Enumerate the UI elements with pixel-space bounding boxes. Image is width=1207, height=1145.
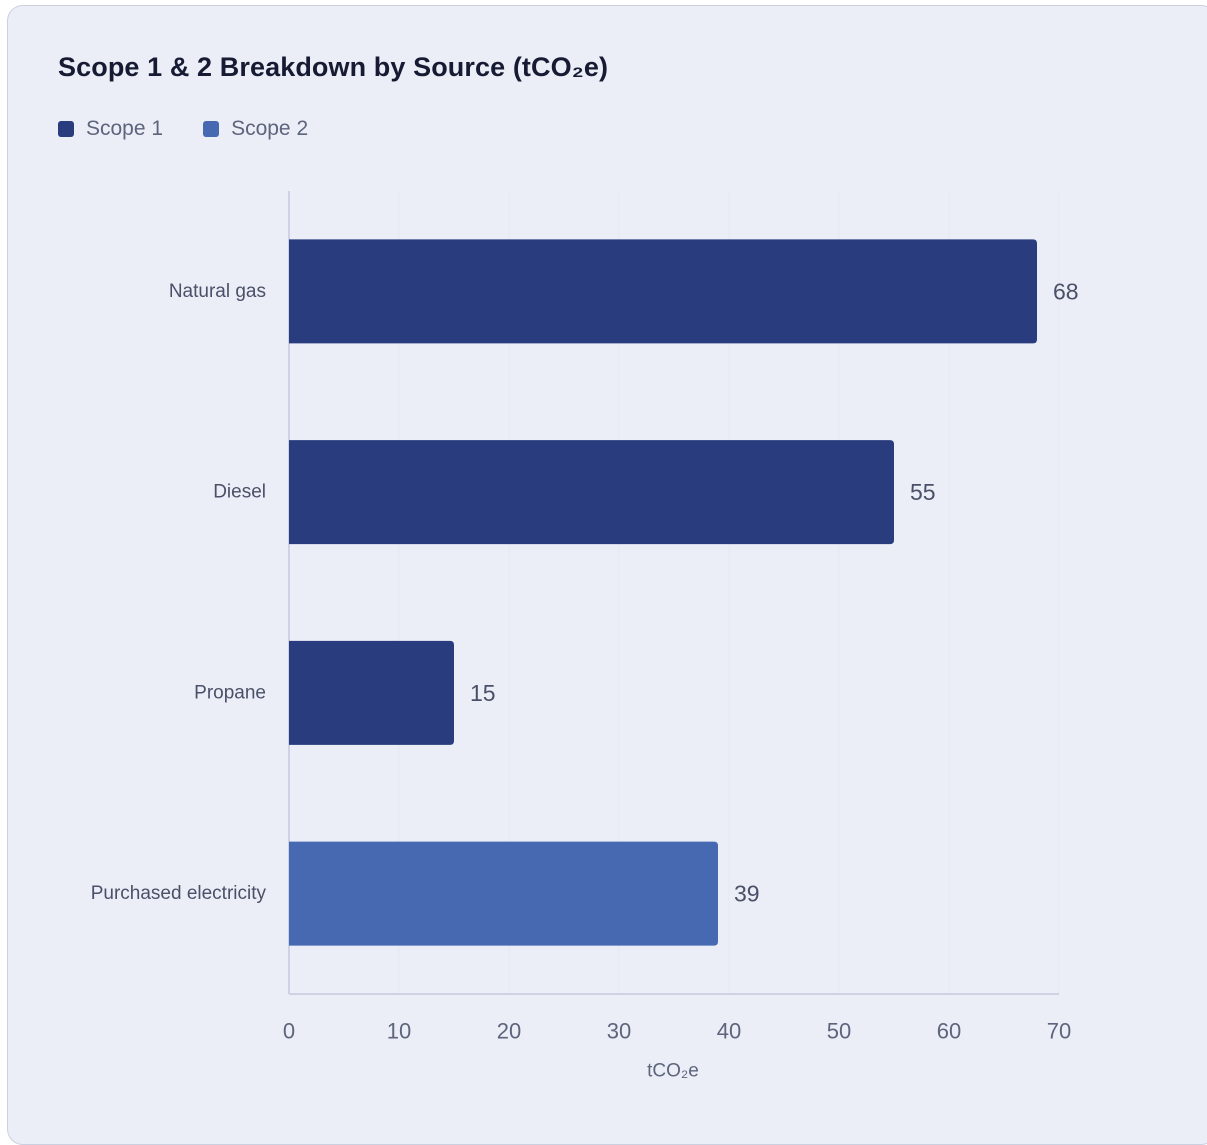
- x-tick-label: 60: [937, 1019, 961, 1044]
- y-tick-label: Diesel: [213, 482, 266, 503]
- y-tick-label: Propane: [194, 682, 266, 703]
- x-tick-label: 20: [497, 1019, 521, 1044]
- legend-label-scope-1: Scope 1: [86, 117, 164, 140]
- legend-swatch-scope-1: [58, 121, 74, 137]
- data-label: 55: [910, 479, 936, 505]
- x-tick-label: 10: [387, 1019, 411, 1044]
- bar: [289, 440, 894, 545]
- x-tick-label: 50: [827, 1019, 851, 1044]
- x-tick-label: 40: [717, 1019, 741, 1044]
- data-label: 68: [1053, 278, 1079, 304]
- x-tick-label: 70: [1047, 1019, 1071, 1044]
- data-label: 39: [734, 881, 760, 907]
- bar: [289, 239, 1037, 344]
- y-tick-label: Natural gas: [169, 281, 266, 302]
- legend-item-scope-1[interactable]: Scope 1: [58, 117, 163, 141]
- legend-item-scope-2[interactable]: Scope 2: [203, 117, 308, 141]
- chart-card: Scope 1 & 2 Breakdown by Source (tCO₂e) …: [7, 5, 1207, 1145]
- legend-swatch-scope-2: [203, 121, 220, 137]
- data-label: 15: [470, 680, 496, 706]
- y-tick-label: Purchased electricity: [91, 883, 267, 904]
- x-tick-label: 0: [283, 1019, 295, 1044]
- chart-title: Scope 1 & 2 Breakdown by Source (tCO₂e): [58, 52, 609, 82]
- legend-label-scope-2: Scope 2: [231, 117, 309, 140]
- bar: [289, 841, 718, 946]
- x-tick-label: 30: [607, 1019, 631, 1044]
- bar: [289, 640, 454, 745]
- chart-legend: Scope 1 Scope 2: [58, 117, 308, 141]
- x-axis-title: tCO₂e: [647, 1061, 699, 1082]
